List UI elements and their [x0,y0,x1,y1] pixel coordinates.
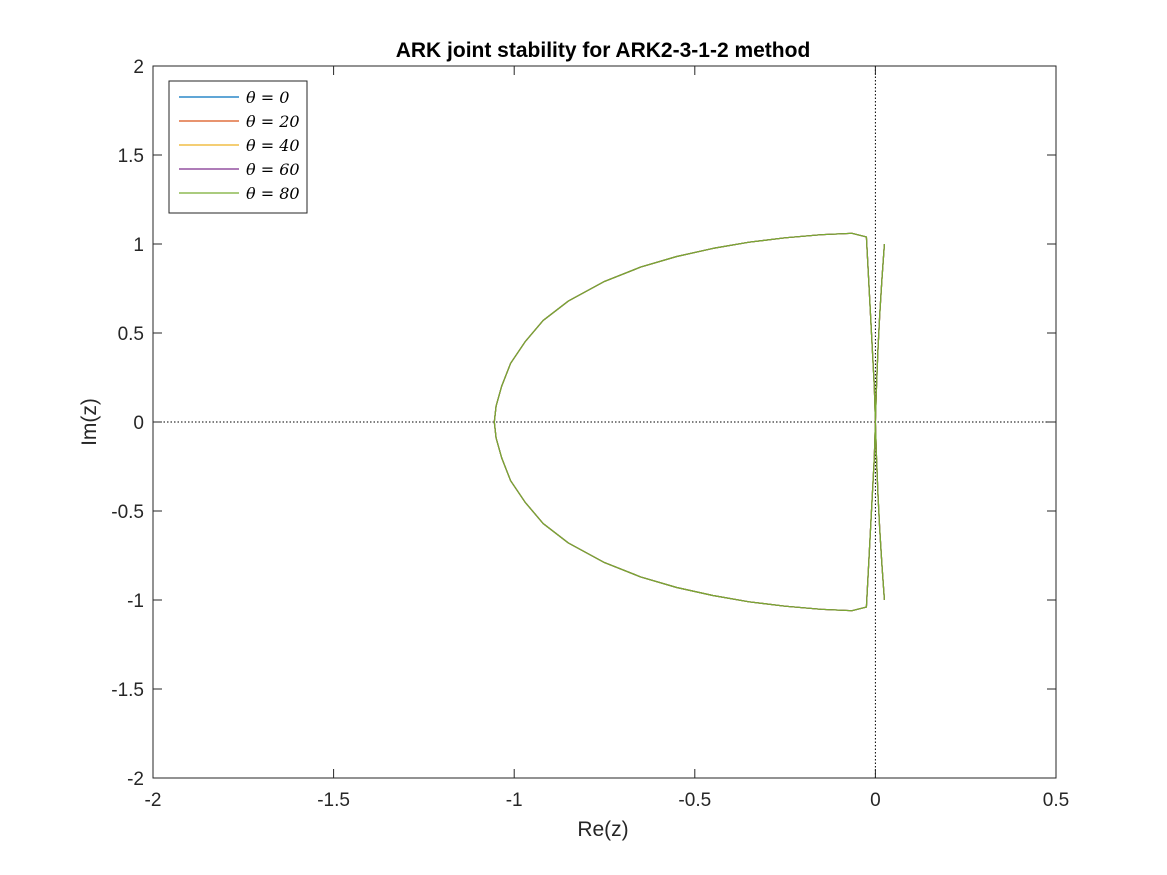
x-tick-label: 0 [870,790,881,811]
y-tick-label: -0.5 [111,502,144,523]
y-tick-label: 1 [133,235,144,256]
legend-box [168,80,308,214]
chart-title: ARK joint stability for ARK2-3-1-2 metho… [396,39,811,62]
y-tick-label: 2 [133,57,144,78]
y-tick-label: 1.5 [118,146,144,167]
y-tick-label: 0.5 [118,324,144,345]
series-line-4 [493,232,885,612]
y-tick-label: -1 [127,591,144,612]
y-tick-label: -1.5 [111,680,144,701]
legend-label: θ = 20 [246,112,300,131]
x-tick-label: -2 [145,790,162,811]
x-tick-label: -1.5 [317,790,350,811]
legend-label: θ = 60 [246,160,300,179]
x-tick-label: -1 [506,790,523,811]
y-axis-label: Im(z) [78,398,101,446]
legend-label: θ = 80 [246,184,300,203]
y-tick-label: -2 [127,769,144,790]
x-tick-label: 0.5 [1043,790,1069,811]
y-tick-label: 0 [133,413,144,434]
x-tick-label: -0.5 [678,790,711,811]
legend-label: θ = 40 [246,136,300,155]
legend-label: θ = 0 [246,88,289,107]
x-axis-label: Re(z) [577,818,628,841]
